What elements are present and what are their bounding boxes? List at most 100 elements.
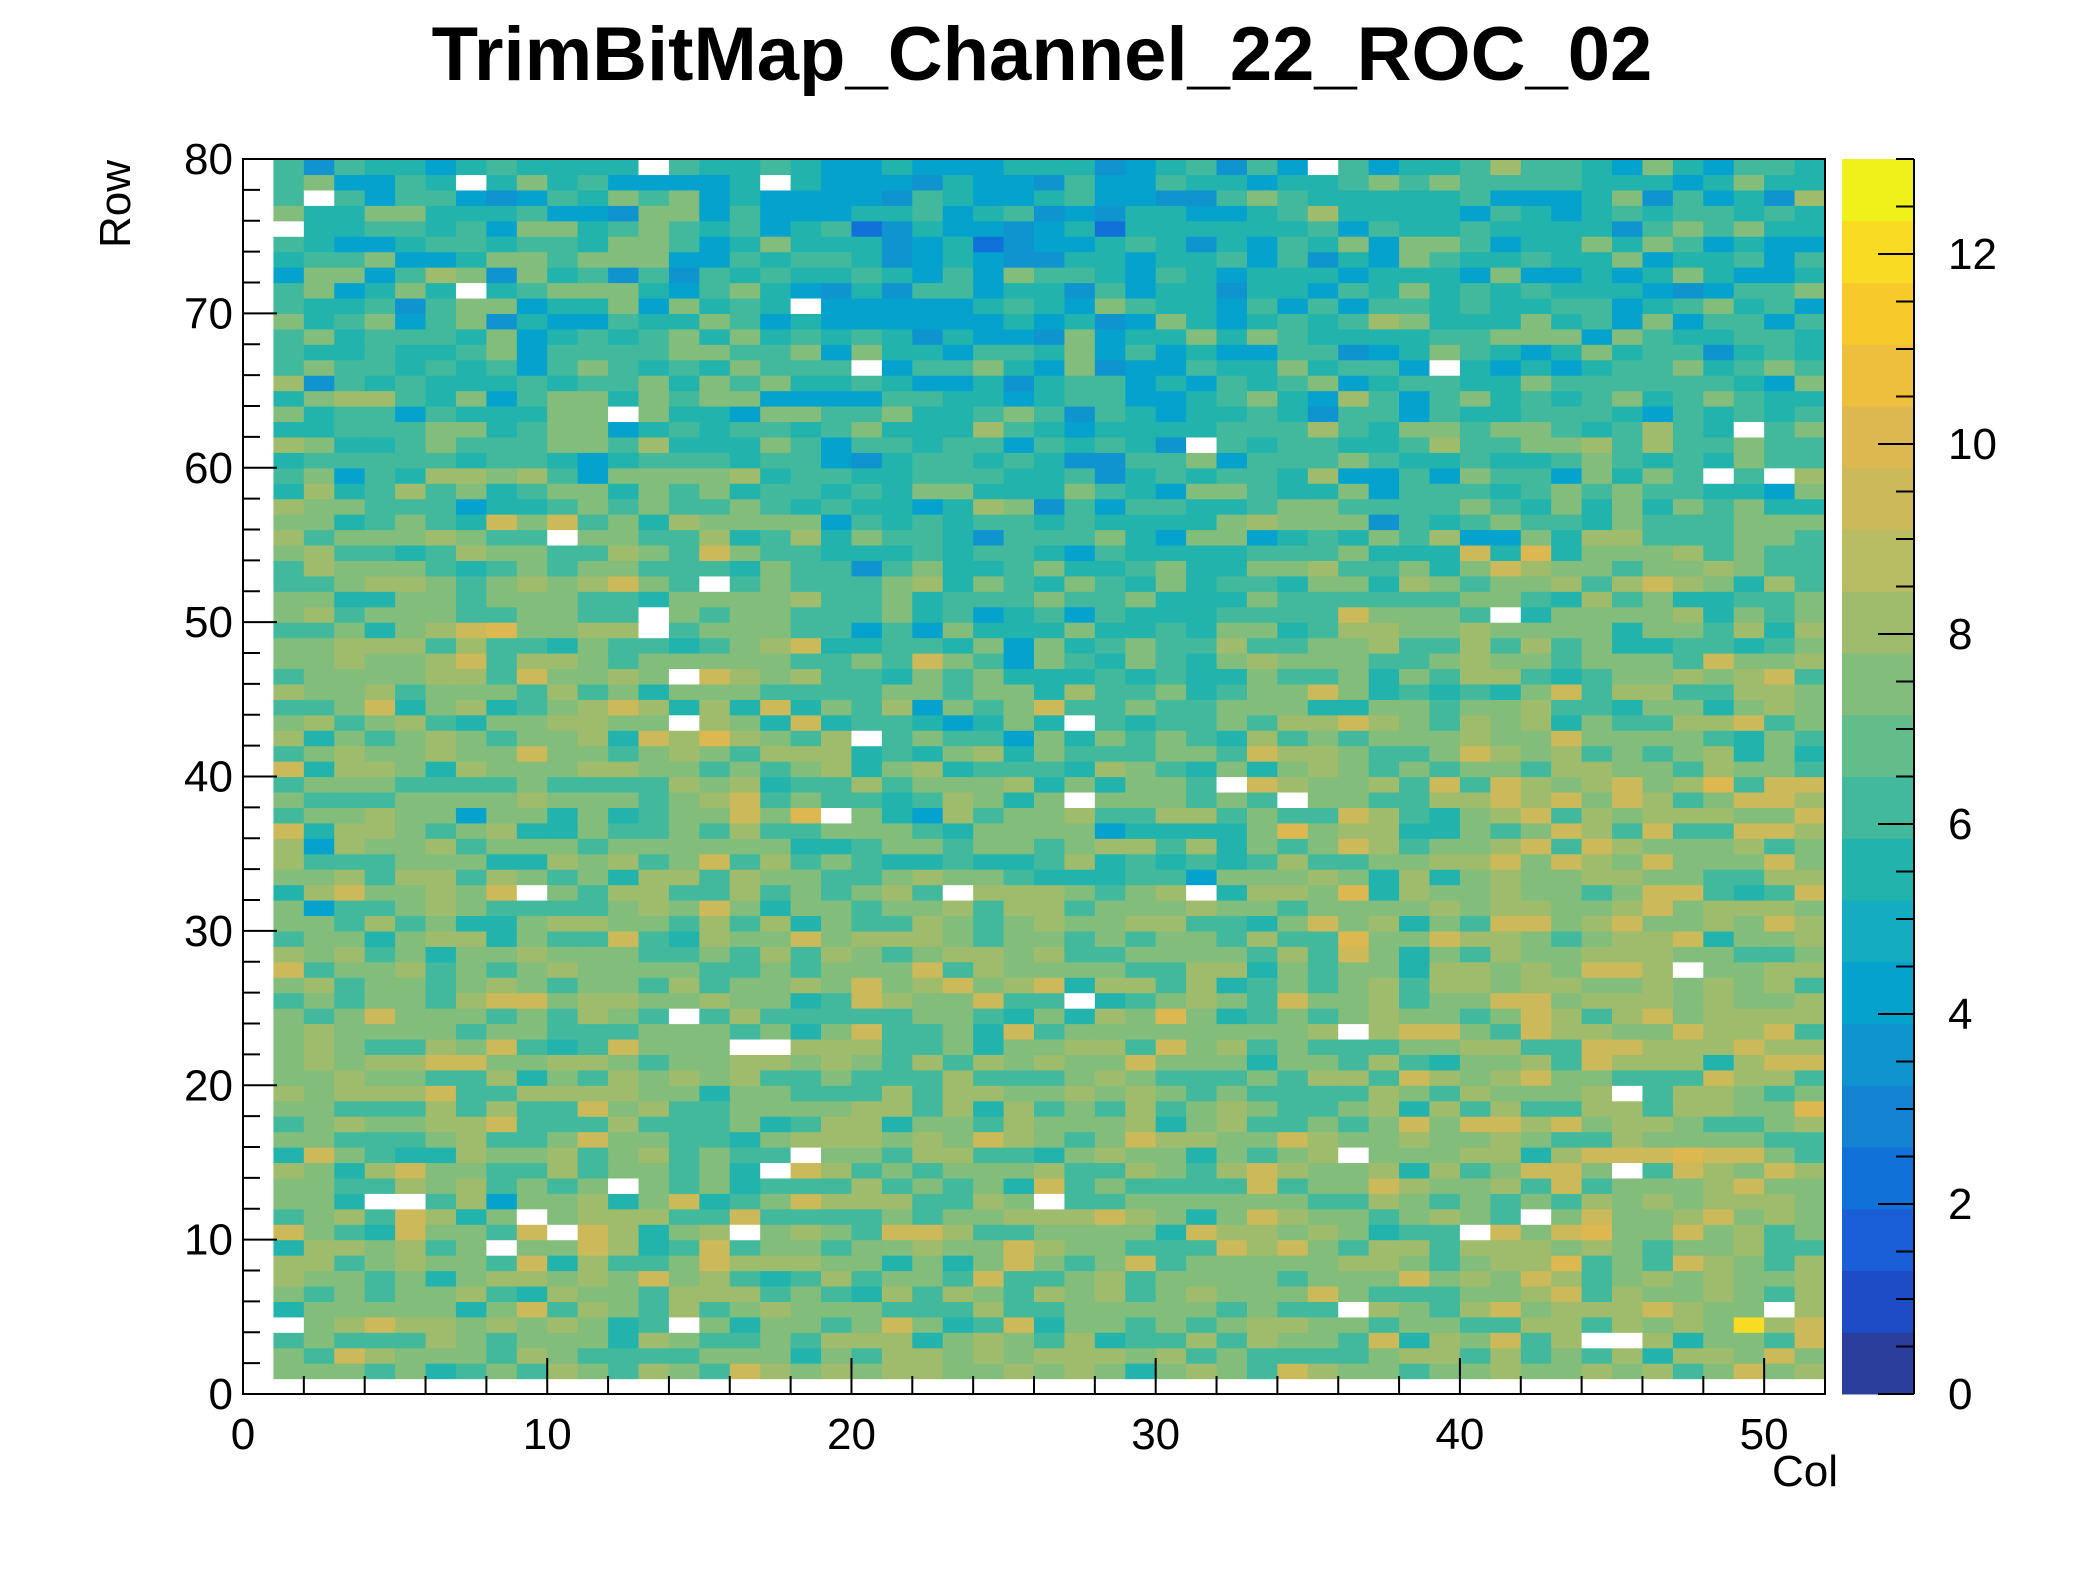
- heatmap-cell: [912, 220, 944, 237]
- heatmap-cell: [790, 267, 822, 284]
- heatmap-cell: [1003, 390, 1035, 407]
- heatmap-cell: [912, 344, 944, 361]
- heatmap-cell: [334, 544, 366, 561]
- heatmap-cell: [1612, 884, 1644, 901]
- heatmap-cell: [1581, 822, 1613, 839]
- heatmap-cell: [1551, 575, 1583, 592]
- heatmap-cell: [1581, 791, 1613, 808]
- heatmap-cell: [1459, 174, 1491, 191]
- heatmap-cell: [1551, 174, 1583, 191]
- heatmap-cell: [1094, 544, 1126, 561]
- heatmap-cell: [1338, 267, 1370, 284]
- heatmap-cell: [1429, 297, 1461, 314]
- heatmap-cell: [760, 915, 792, 932]
- heatmap-cell: [729, 668, 761, 685]
- heatmap-cell: [608, 251, 640, 268]
- heatmap-cell: [1094, 251, 1126, 268]
- heatmap-cell: [334, 1224, 366, 1241]
- heatmap-cell: [1186, 251, 1218, 268]
- heatmap-cell: [912, 1069, 944, 1086]
- heatmap-cell: [1733, 452, 1765, 469]
- heatmap-cell: [1277, 745, 1309, 762]
- heatmap-cell: [273, 961, 305, 978]
- heatmap-cell: [1520, 421, 1552, 438]
- heatmap-cell: [486, 251, 518, 268]
- heatmap-cell: [1703, 1239, 1735, 1256]
- heatmap-cell: [608, 406, 640, 423]
- heatmap-cell: [668, 344, 700, 361]
- heatmap-cell: [1155, 236, 1187, 253]
- heatmap-cell: [912, 313, 944, 330]
- heatmap-cell: [425, 1239, 457, 1256]
- heatmap-cell: [729, 514, 761, 531]
- heatmap-cell: [334, 514, 366, 531]
- heatmap-cell: [303, 1224, 335, 1241]
- heatmap-cell: [973, 544, 1005, 561]
- heatmap-cell: [425, 251, 457, 268]
- heatmap-cell: [1581, 1255, 1613, 1272]
- heatmap-cell: [638, 189, 670, 206]
- heatmap-cell: [912, 1193, 944, 1210]
- heatmap-cell: [547, 282, 579, 299]
- heatmap-cell: [1155, 1301, 1187, 1318]
- heatmap-cell: [516, 622, 548, 639]
- heatmap-cell: [547, 529, 579, 546]
- heatmap-cell: [1186, 930, 1218, 947]
- heatmap-cell: [1155, 1239, 1187, 1256]
- heatmap-cell: [455, 313, 487, 330]
- heatmap-cell: [881, 977, 913, 994]
- heatmap-cell: [1399, 1069, 1431, 1086]
- heatmap-cell: [1186, 267, 1218, 284]
- heatmap-cell: [455, 1116, 487, 1133]
- heatmap-cell: [455, 544, 487, 561]
- heatmap-cell: [1186, 1239, 1218, 1256]
- heatmap-cell: [334, 668, 366, 685]
- heatmap-cell: [1064, 1239, 1096, 1256]
- heatmap-cell: [851, 1347, 883, 1364]
- heatmap-cell: [273, 1085, 305, 1102]
- heatmap-cell: [638, 1301, 670, 1318]
- heatmap-cell: [1307, 1147, 1339, 1164]
- heatmap-cell: [1277, 220, 1309, 237]
- heatmap-cell: [1764, 1008, 1796, 1025]
- heatmap-cell: [608, 1316, 640, 1333]
- heatmap-cell: [821, 961, 853, 978]
- heatmap-cell: [1155, 1255, 1187, 1272]
- heatmap-cell: [699, 1316, 731, 1333]
- heatmap-cell: [973, 1008, 1005, 1025]
- heatmap-cell: [1429, 992, 1461, 1009]
- heatmap-cell: [1307, 267, 1339, 284]
- heatmap-cell: [1490, 606, 1522, 623]
- color-scale-swatch: [1842, 282, 1914, 345]
- heatmap-cell: [1338, 761, 1370, 778]
- heatmap-cell: [577, 436, 609, 453]
- heatmap-cell: [425, 699, 457, 716]
- heatmap-cell: [395, 930, 427, 947]
- heatmap-cell: [1216, 1285, 1248, 1302]
- heatmap-cell: [1399, 483, 1431, 500]
- heatmap-cell: [1216, 1023, 1248, 1040]
- heatmap-cell: [516, 544, 548, 561]
- heatmap-cell: [1338, 699, 1370, 716]
- heatmap-cell: [912, 1301, 944, 1318]
- heatmap-cell: [699, 421, 731, 438]
- heatmap-cell: [881, 498, 913, 515]
- heatmap-cell: [1642, 591, 1674, 608]
- heatmap-cell: [760, 977, 792, 994]
- heatmap-cell: [699, 498, 731, 515]
- heatmap-cell: [851, 313, 883, 330]
- heatmap-cell: [1520, 251, 1552, 268]
- heatmap-cell: [1459, 220, 1491, 237]
- heatmap-cell: [1672, 529, 1704, 546]
- heatmap-cell: [1733, 1131, 1765, 1148]
- heatmap-cell: [821, 822, 853, 839]
- heatmap-cell: [1399, 992, 1431, 1009]
- heatmap-cell: [1429, 1347, 1461, 1364]
- heatmap-cell: [1064, 900, 1096, 917]
- heatmap-cell: [516, 977, 548, 994]
- heatmap-cell: [1003, 822, 1035, 839]
- heatmap-cell: [638, 452, 670, 469]
- heatmap-cell: [821, 560, 853, 577]
- heatmap-cell: [1733, 1162, 1765, 1179]
- heatmap-cell: [1581, 946, 1613, 963]
